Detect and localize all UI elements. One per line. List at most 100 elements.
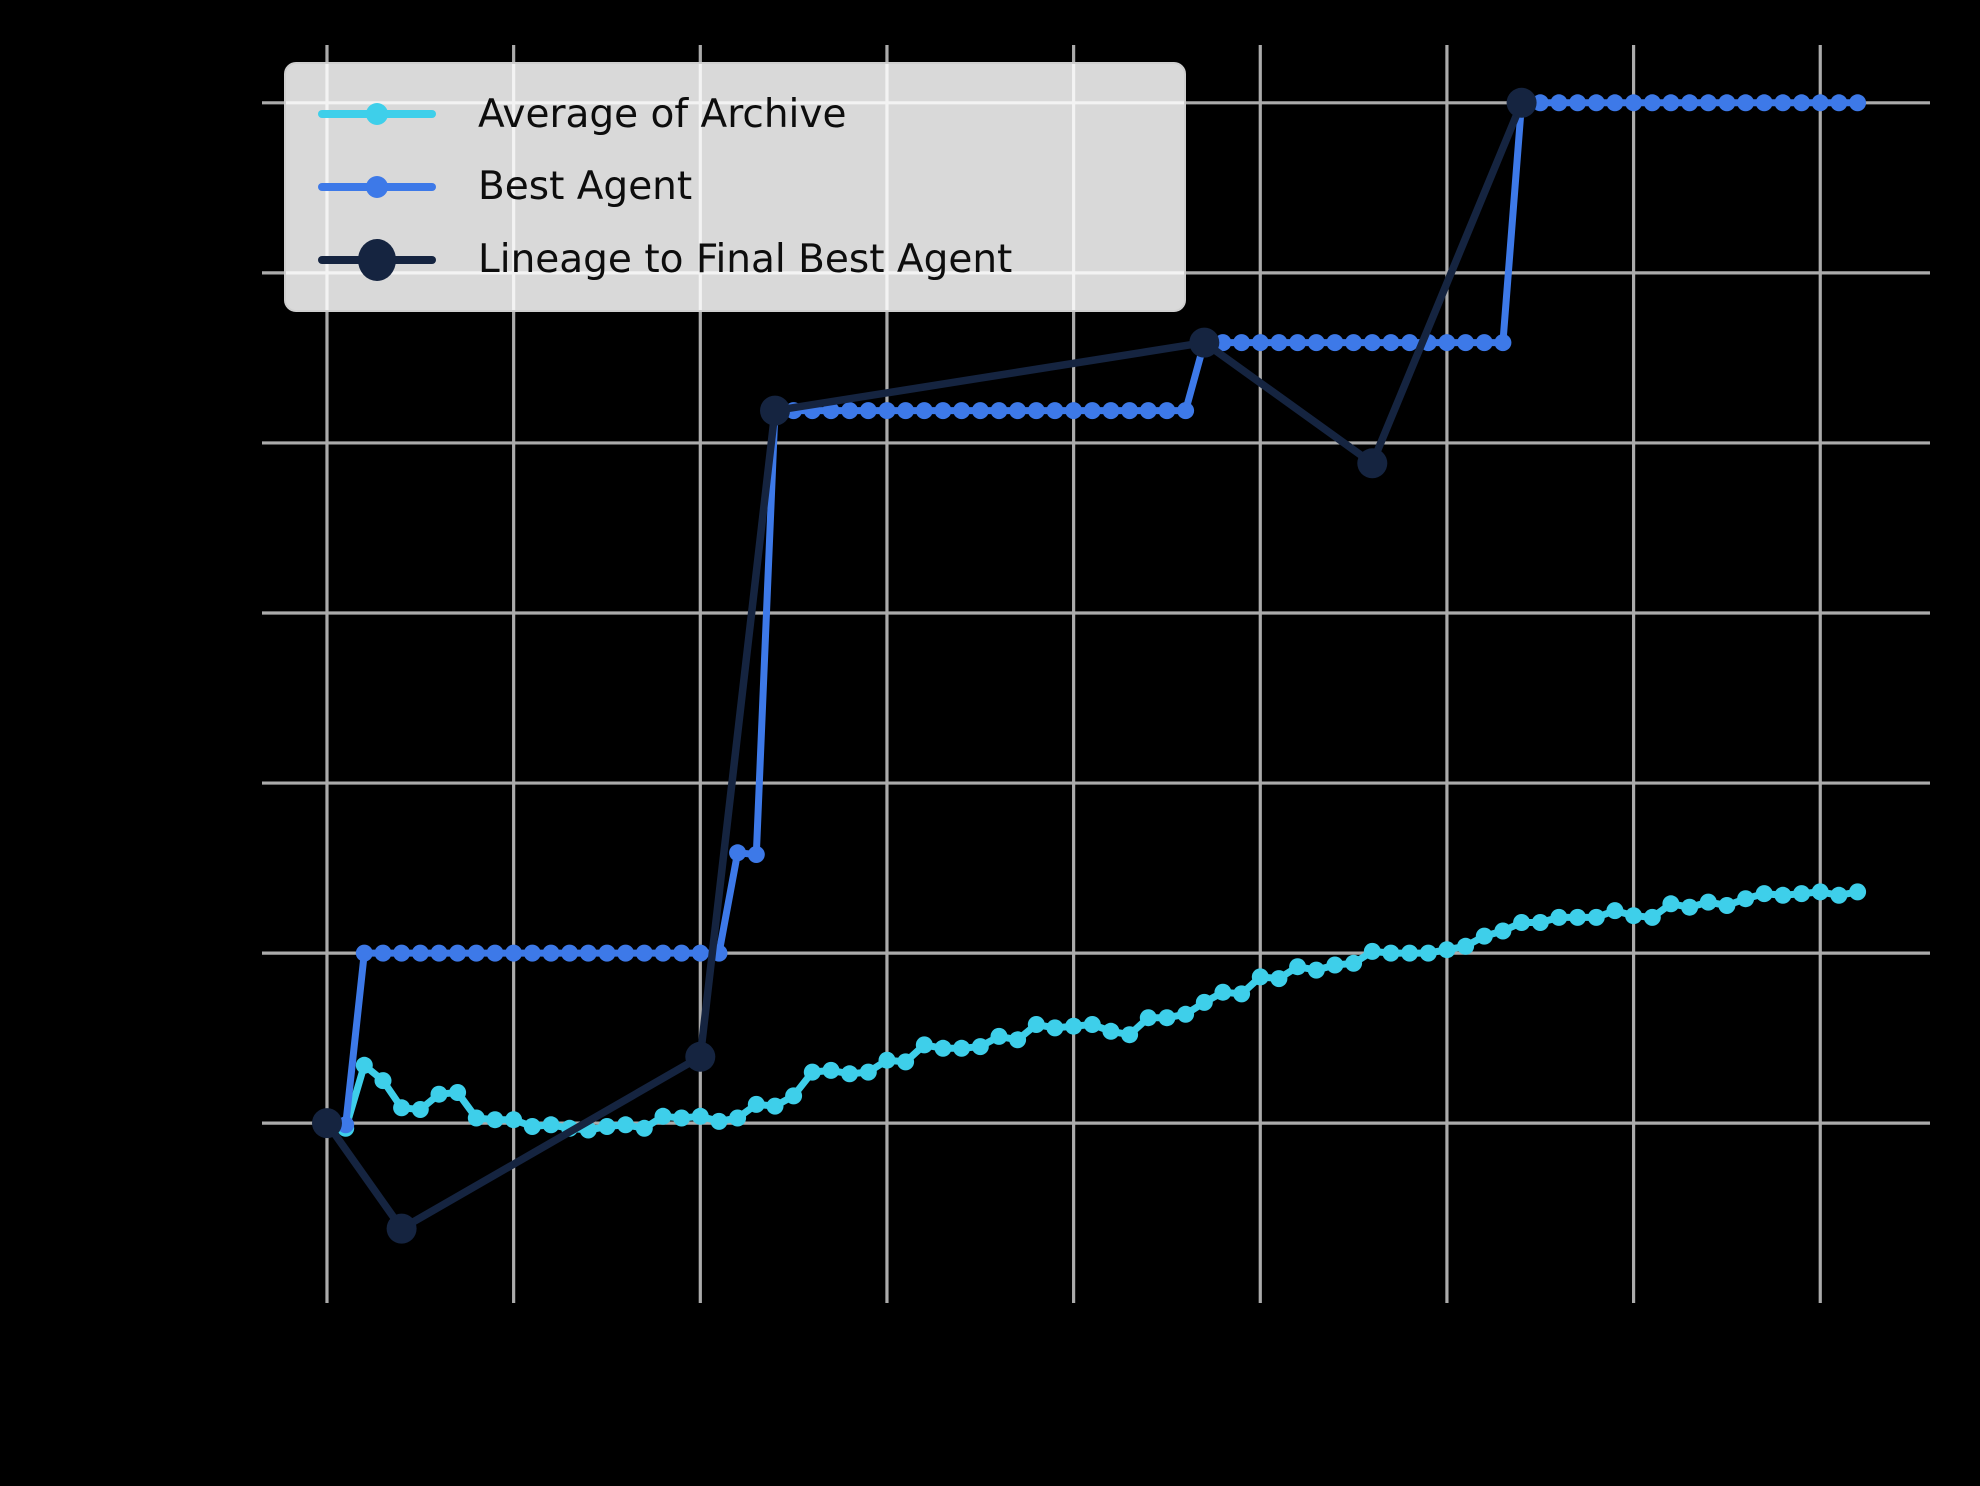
data-point-marker [729, 844, 747, 862]
data-point-marker [691, 944, 709, 962]
data-point-marker [1121, 402, 1139, 420]
data-point-marker [467, 944, 485, 962]
data-point-marker [1643, 94, 1661, 112]
data-point-marker [785, 1087, 803, 1105]
legend-entry-average-of-archive: Average of Archive [296, 79, 1174, 149]
data-point-marker [1793, 885, 1811, 903]
data-point-marker [1737, 94, 1755, 112]
data-point-marker [386, 1213, 417, 1244]
data-point-marker [393, 944, 411, 962]
data-point-marker [635, 944, 653, 962]
data-point-marker [1233, 334, 1251, 352]
data-point-marker [803, 1063, 821, 1081]
data-point-marker [1363, 942, 1381, 960]
data-point-marker [1531, 94, 1549, 112]
data-point-marker [766, 1097, 784, 1115]
data-point-marker [1793, 94, 1811, 112]
data-point-marker [1737, 890, 1755, 908]
data-point-marker [1587, 94, 1605, 112]
data-point-marker [542, 1116, 560, 1134]
data-point-marker [953, 1039, 971, 1057]
data-point-marker [990, 1027, 1008, 1045]
data-point-marker [523, 1118, 541, 1135]
data-point-marker [1357, 448, 1388, 479]
data-point-marker [878, 402, 896, 420]
data-point-marker [822, 1061, 840, 1079]
data-point-marker [1251, 334, 1269, 352]
data-point-marker [505, 944, 523, 962]
data-point-marker [411, 944, 429, 962]
data-point-marker [1046, 402, 1064, 420]
data-point-marker [729, 1109, 747, 1127]
data-point-marker [1699, 94, 1717, 112]
data-point-marker [542, 944, 560, 962]
data-point-marker [1606, 902, 1624, 920]
data-point-marker [710, 1112, 728, 1130]
data-point-marker [449, 1084, 467, 1101]
data-point-marker [1158, 402, 1176, 420]
data-point-marker [934, 1039, 952, 1057]
data-point-marker [1774, 886, 1792, 904]
legend-label: Lineage to Final Best Agent [478, 237, 1013, 283]
data-point-marker [1457, 334, 1475, 352]
data-point-marker [1027, 402, 1045, 420]
data-point-marker [1382, 944, 1400, 962]
data-point-marker [673, 1109, 691, 1127]
data-point-marker [1494, 922, 1512, 940]
data-point-marker [1345, 954, 1363, 972]
data-point-marker [1811, 94, 1829, 112]
data-point-marker [841, 1065, 859, 1083]
data-point-marker [1699, 893, 1717, 911]
data-point-marker [312, 1108, 342, 1139]
data-point-marker [1083, 1016, 1101, 1033]
data-point-marker [1139, 1009, 1157, 1027]
legend-label: Best Agent [478, 164, 693, 210]
data-point-marker [1718, 94, 1736, 112]
average-of-archive-line [323, 888, 1862, 1134]
data-point-marker [747, 1095, 765, 1113]
data-point-marker [1065, 402, 1083, 420]
data-point-marker [1662, 895, 1680, 913]
data-point-marker [1083, 402, 1101, 420]
data-point-marker [1195, 993, 1213, 1011]
data-point-marker [1606, 94, 1624, 112]
data-point-marker [1177, 402, 1195, 420]
data-point-marker [1475, 334, 1493, 352]
data-point-marker [505, 1111, 523, 1129]
data-point-marker [1158, 1009, 1176, 1027]
data-point-marker [411, 1101, 429, 1118]
legend-line-marker-swatch [318, 79, 436, 149]
data-point-marker [685, 1041, 716, 1072]
data-point-marker [1121, 1026, 1139, 1044]
data-point-marker [1681, 94, 1699, 112]
data-point-marker [1625, 94, 1643, 112]
data-point-marker [355, 944, 373, 962]
chart-legend: Average of Archive Best Agent Lineage to… [284, 62, 1186, 312]
data-point-marker [1270, 970, 1288, 988]
data-point-marker [486, 1111, 504, 1129]
data-point-marker [617, 1116, 635, 1134]
data-point-marker [1307, 334, 1325, 352]
data-point-marker [1363, 334, 1381, 352]
data-point-marker [822, 402, 840, 420]
data-point-marker [523, 944, 541, 962]
data-point-marker [1587, 908, 1605, 926]
data-point-marker [449, 944, 467, 962]
data-point-marker [1506, 87, 1537, 118]
data-point-marker [971, 1038, 989, 1056]
data-point-marker [1625, 907, 1643, 925]
data-point-marker [1438, 941, 1456, 959]
data-point-marker [598, 944, 616, 962]
data-point-marker [934, 402, 952, 420]
legend-line-marker-swatch [318, 152, 436, 222]
data-point-marker [1681, 898, 1699, 916]
data-point-marker [747, 846, 765, 863]
data-point-marker [1569, 908, 1587, 926]
data-point-marker [1345, 334, 1363, 352]
data-point-marker [1513, 914, 1531, 931]
data-point-marker [374, 944, 392, 962]
data-point-marker [1102, 1022, 1120, 1040]
data-point-marker [1550, 94, 1568, 112]
data-point-marker [1027, 1016, 1045, 1033]
